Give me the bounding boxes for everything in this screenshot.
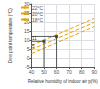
svg-text:20: 20 <box>23 19 30 25</box>
svg-text:90: 90 <box>91 69 97 75</box>
svg-text:70: 70 <box>66 69 72 75</box>
svg-text:0: 0 <box>27 55 30 61</box>
svg-text:20°C: 20°C <box>32 10 44 17</box>
svg-text:50: 50 <box>41 69 47 75</box>
svg-text:80: 80 <box>79 69 85 75</box>
svg-text:15: 15 <box>24 28 30 34</box>
svg-text:11: 11 <box>32 36 37 41</box>
svg-text:Dew point temperature (°C): Dew point temperature (°C) <box>8 8 13 63</box>
svg-text:40: 40 <box>29 69 35 75</box>
svg-text:-5: -5 <box>25 64 30 71</box>
svg-text:30: 30 <box>24 1 30 7</box>
svg-text:18°C: 18°C <box>32 17 44 23</box>
svg-text:60: 60 <box>54 69 60 75</box>
svg-text:Relative humidity of indoor ai: Relative humidity of indoor air p(%) <box>28 79 99 84</box>
svg-text:22°C: 22°C <box>32 4 44 11</box>
svg-text:25: 25 <box>23 10 30 16</box>
svg-text:5: 5 <box>27 46 30 52</box>
svg-text:5: 5 <box>32 44 35 49</box>
svg-text:10: 10 <box>24 37 30 43</box>
